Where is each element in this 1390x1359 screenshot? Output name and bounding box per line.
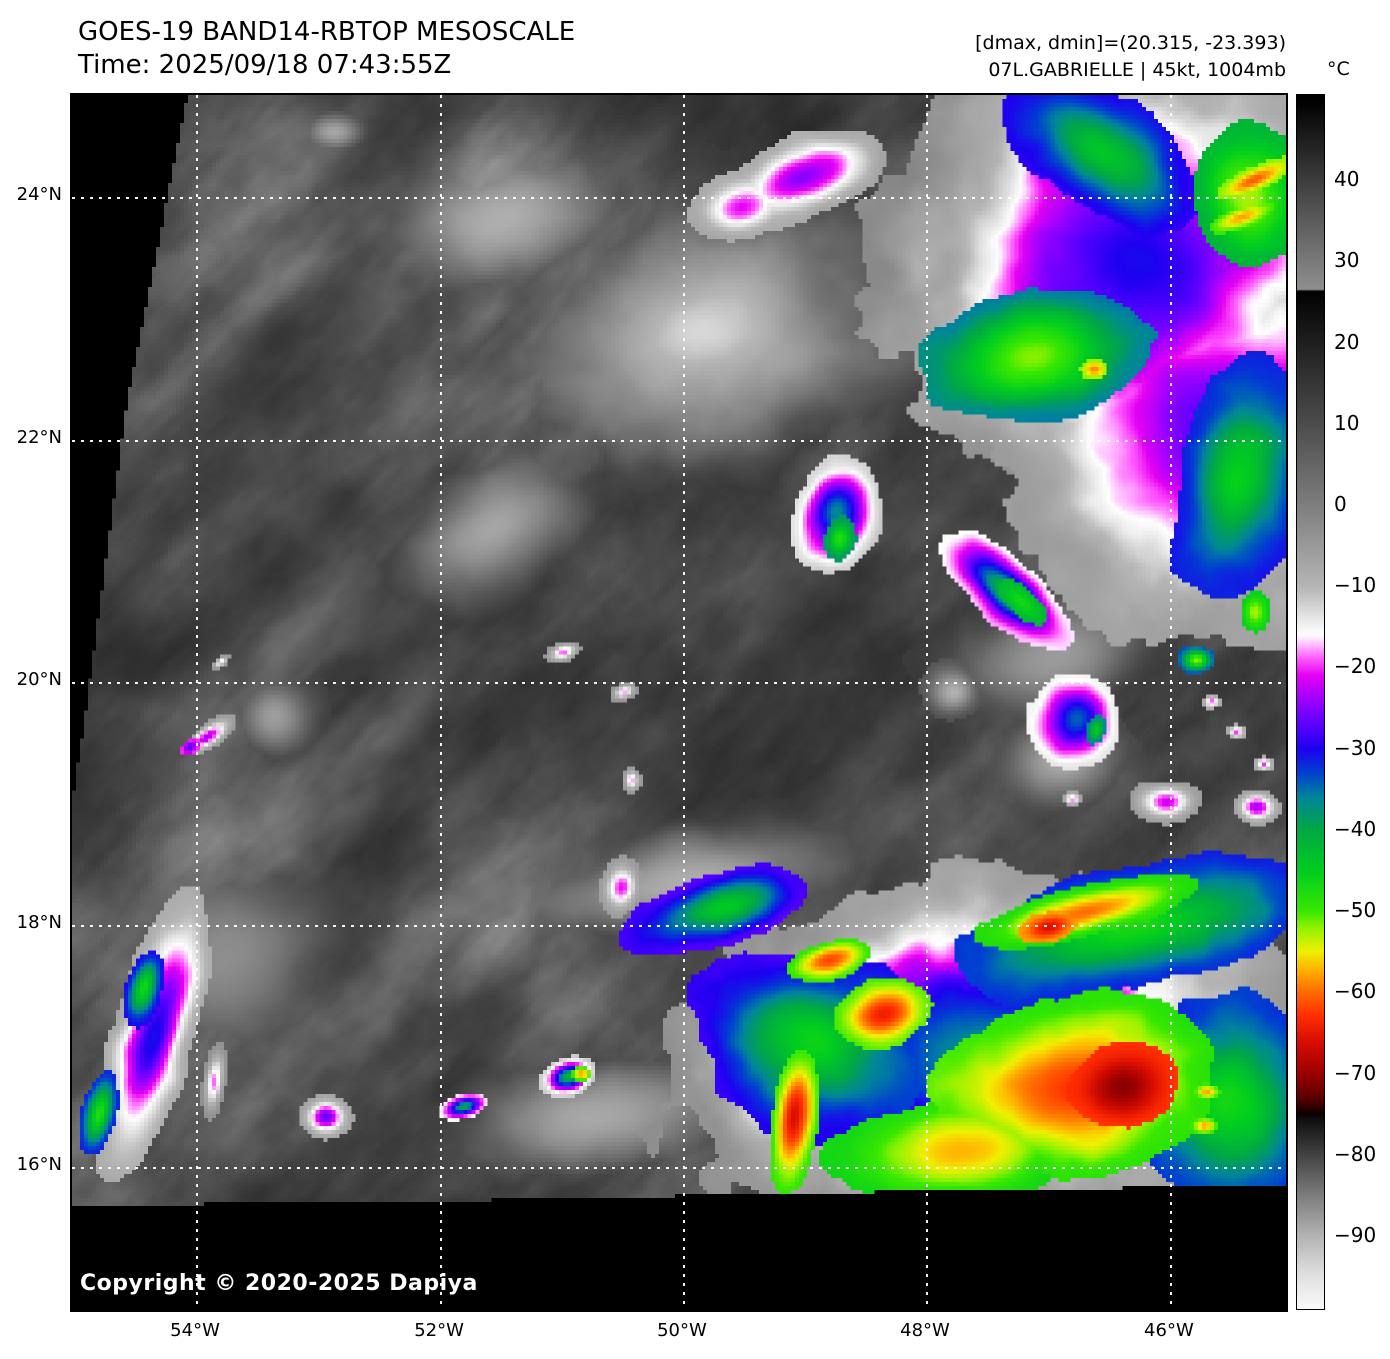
lon-label: 50°W	[657, 1320, 707, 1341]
lon-label: 54°W	[170, 1320, 220, 1341]
colorbar-tick-label: −70	[1334, 1060, 1377, 1085]
storm-annotation: 07L.GABRIELLE | 45kt, 1004mb	[988, 58, 1286, 81]
timestamp: Time: 2025/09/18 07:43:55Z	[78, 49, 452, 80]
lon-label: 46°W	[1144, 1320, 1194, 1341]
copyright-notice: Copyright © 2020-2025 Dapiya	[80, 1271, 478, 1296]
colorbar-tick-label: 20	[1334, 329, 1360, 354]
plot-area: Copyright © 2020-2025 Dapiya	[70, 93, 1288, 1312]
colorbar-tick-label: −90	[1334, 1222, 1377, 1247]
colorbar-tick-label: 30	[1334, 248, 1360, 273]
graticule-parallel	[72, 682, 1286, 685]
graticule-meridian	[196, 95, 199, 1310]
page-title: GOES-19 BAND14-RBTOP MESOSCALE	[78, 17, 576, 47]
lat-label: 24°N	[16, 184, 62, 206]
lat-label: 18°N	[16, 912, 62, 934]
graticule-parallel	[72, 925, 1286, 928]
graticule-parallel	[72, 1166, 1286, 1169]
lon-label: 48°W	[900, 1320, 950, 1341]
colorbar-tick-label: 10	[1334, 410, 1360, 435]
lon-label: 52°W	[414, 1320, 464, 1341]
graticule-parallel	[72, 197, 1286, 200]
colorbar-unit-label: °C	[1327, 58, 1350, 80]
lat-label: 16°N	[16, 1153, 62, 1175]
graticule-meridian	[682, 95, 685, 1310]
colorbar-tick-label: 40	[1334, 167, 1360, 192]
colorbar-tick-label: −50	[1334, 898, 1377, 923]
graticule-meridian	[926, 95, 929, 1310]
annotation-block: [dmax, dmin]=(20.315, -23.393) 07L.GABRI…	[975, 30, 1286, 83]
satellite-canvas	[72, 95, 1286, 1310]
graticule-meridian	[440, 95, 443, 1310]
graticule-meridian	[1169, 95, 1172, 1310]
colorbar-tick-label: −80	[1334, 1141, 1377, 1166]
lat-label: 20°N	[16, 669, 62, 691]
colorbar-tick-label: −60	[1334, 979, 1377, 1004]
colorbar-tick-label: −10	[1334, 573, 1377, 598]
colorbar-tick-label: −20	[1334, 654, 1377, 679]
graticule-parallel	[72, 440, 1286, 443]
dmax-dmin-annotation: [dmax, dmin]=(20.315, -23.393)	[975, 32, 1286, 54]
title-block: GOES-19 BAND14-RBTOP MESOSCALE Time: 202…	[78, 16, 575, 81]
colorbar-tick-label: −40	[1334, 816, 1377, 841]
lat-label: 22°N	[16, 427, 62, 449]
colorbar-canvas	[1297, 95, 1324, 1309]
colorbar-tick-label: 0	[1334, 492, 1347, 517]
colorbar	[1296, 94, 1325, 1310]
colorbar-tick-label: −30	[1334, 735, 1377, 760]
